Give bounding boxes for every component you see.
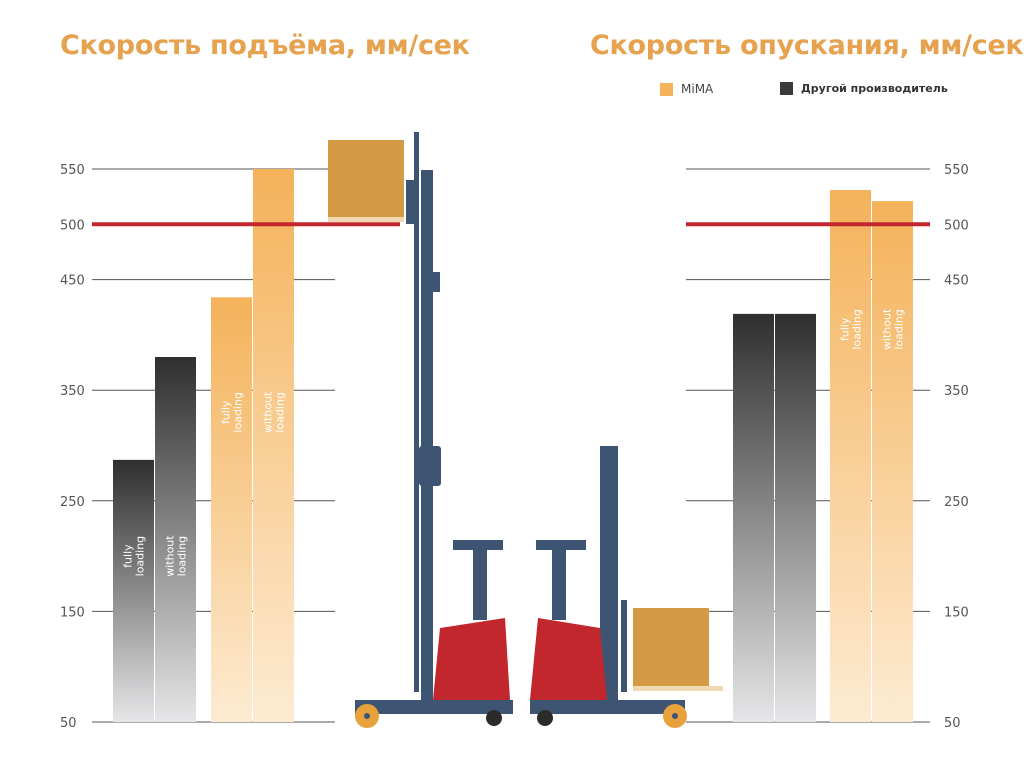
bar-mima: [872, 201, 913, 723]
y-tick-label: 450: [60, 274, 85, 289]
bar-other: [113, 459, 154, 722]
legend-item-mima: MiMA: [660, 82, 713, 96]
legend-label-mima: MiMA: [681, 82, 714, 96]
lowered-fork-carriage: [621, 600, 627, 692]
y-tick-label: 150: [60, 605, 85, 620]
tiller-handle: [453, 540, 503, 550]
y-tick-label: 50: [60, 716, 77, 731]
lowering-speed-chart: 50 150 250 350 450 500 550 fullyloading withoutl…: [686, 163, 969, 731]
tiller-arm-right: [552, 548, 566, 620]
raised-fork-carriage: [406, 180, 414, 224]
bar-label: fullyloading: [122, 536, 147, 577]
tiller-arm: [473, 548, 487, 620]
forklift-illustration-lowered: [530, 446, 723, 728]
y-tick-label: 50: [944, 716, 961, 731]
raised-pallet: [328, 217, 404, 222]
lift-speed-chart: 50 150 250 350 450 500 550 fullyloading withoutl…: [60, 163, 400, 731]
legend-swatch-other: [780, 82, 793, 95]
y-tick-label: 150: [944, 605, 969, 620]
mast-inner: [414, 132, 419, 692]
bar-mima: [830, 190, 871, 722]
y-tick-label: 250: [60, 495, 85, 510]
forklift-body-right: [530, 618, 607, 700]
chart-title-lowering-speed: Скорость опускания, мм/сек: [590, 30, 1024, 61]
forklift-base-right: [530, 700, 685, 714]
bar-mima: [211, 297, 252, 722]
front-wheel-hub: [364, 713, 370, 719]
legend-label-other: Другой производитель: [801, 82, 948, 95]
raised-load-box: [328, 140, 404, 222]
bar-mima: [253, 169, 294, 722]
mast-short: [600, 446, 618, 700]
bar-other: [733, 313, 774, 722]
y-tick-label: 550: [60, 163, 85, 178]
legend-swatch-mima: [660, 82, 673, 96]
forklift-illustration-raised: [328, 132, 513, 728]
forklift-base: [355, 700, 513, 714]
y-tick-label: 250: [944, 495, 969, 510]
bar-label: withoutloading: [164, 535, 189, 577]
drive-wheel-right: [537, 710, 553, 726]
drive-wheel: [486, 710, 502, 726]
lowered-load-box: [633, 608, 709, 690]
legend-item-other: Другой производитель: [780, 82, 948, 95]
bar-label: withoutloading: [881, 308, 906, 350]
y-tick-label: 500: [60, 218, 85, 233]
forklift-body: [433, 618, 510, 700]
mast-bracket: [431, 272, 440, 292]
y-tick-label: 350: [60, 384, 85, 399]
front-wheel-hub-right: [672, 713, 678, 719]
y-tick-label: 450: [944, 274, 969, 289]
mast-cylinder: [419, 446, 441, 486]
bar-label: fullyloading: [839, 309, 864, 350]
tiller-handle-right: [536, 540, 586, 550]
bar-other: [155, 357, 196, 722]
lowered-pallet: [633, 686, 723, 691]
chart-title-lift-speed: Скорость подъёма, мм/сек: [60, 30, 470, 61]
bar-label: fullyloading: [220, 392, 245, 433]
y-tick-label: 550: [944, 163, 969, 178]
mast-outer: [421, 170, 433, 700]
y-tick-label: 500: [944, 218, 969, 233]
bar-other: [775, 313, 816, 722]
y-tick-label: 350: [944, 384, 969, 399]
bar-label: withoutloading: [262, 391, 287, 433]
